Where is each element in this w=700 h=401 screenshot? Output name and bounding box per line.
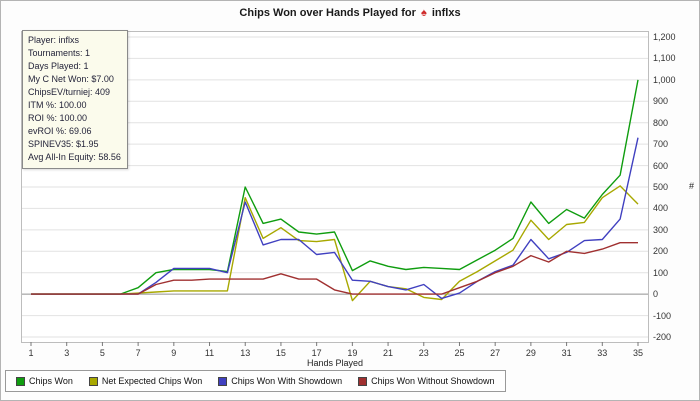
legend-swatch <box>218 376 228 386</box>
legend-item-net-expected-chips-won[interactable]: Net Expected Chips Won <box>88 376 203 386</box>
stats-line: My C Net Won: $7.00 <box>28 74 114 84</box>
stats-line: evROI %: 69.06 <box>28 126 92 136</box>
y-tick-label: 200 <box>653 246 669 257</box>
stats-line: Player: inflxs <box>28 35 80 45</box>
red-spade-icon: ♠ <box>420 7 427 19</box>
y-tick-label: 0 <box>653 289 659 300</box>
x-tick-label: 9 <box>171 348 177 358</box>
legend-swatch <box>16 376 25 386</box>
y-tick-label: 1,000 <box>653 74 676 85</box>
x-tick-label: 35 <box>632 348 644 358</box>
chart-title-player: inflxs <box>431 7 461 19</box>
y-tick-label: 400 <box>653 203 669 214</box>
legend: Chips Won Net Expected Chips Won Chips Won… <box>5 370 506 392</box>
legend-swatch <box>358 376 368 386</box>
x-tick-label: 33 <box>597 348 608 358</box>
x-tick-label: 5 <box>99 348 105 358</box>
stats-line: Avg All-In Equity: 58.56 <box>28 152 121 162</box>
legend-label: Chips Won With Showdown <box>231 376 343 386</box>
x-tick-label: 19 <box>347 348 358 358</box>
legend-label: Net Expected Chips Won <box>101 376 203 386</box>
chart-title: Chips Won over Hands Played for ♠ inflxs <box>1 7 699 19</box>
x-tick-label: 21 <box>383 348 394 358</box>
x-tick-label: 31 <box>561 348 572 358</box>
x-tick-label: 23 <box>418 348 429 358</box>
x-axis-title: Hands Played <box>306 358 364 368</box>
stats-line: Days Played: 1 <box>28 61 89 71</box>
x-tick-label: 15 <box>275 348 286 358</box>
y-axis-title: # <box>689 181 695 191</box>
x-tick-label: 3 <box>64 348 70 358</box>
y-tick-label: 1,200 <box>653 32 676 42</box>
stats-line: ROI %: 100.00 <box>28 113 88 123</box>
legend-item-chips-won-without-showdown[interactable]: Chips Won Without Showdown <box>358 376 495 386</box>
x-tick-label: 7 <box>135 348 141 358</box>
y-tick-label: 100 <box>653 267 669 278</box>
y-tick-label: 500 <box>653 182 669 192</box>
y-tick-label: 900 <box>653 96 669 107</box>
x-tick-label: 29 <box>525 348 536 358</box>
stats-line: SPINEV35: $1.95 <box>28 139 99 149</box>
stats-line: ITM %: 100.00 <box>28 100 87 110</box>
stats-line: ChipsEV/turniej: 409 <box>28 87 111 97</box>
y-tick-label: 800 <box>653 117 669 128</box>
y-tick-label: -100 <box>653 310 672 321</box>
x-tick-label: 1 <box>28 348 34 358</box>
legend-swatch <box>88 376 98 386</box>
stats-line: Tournaments: 1 <box>28 48 91 58</box>
y-tick-label: 700 <box>653 139 669 150</box>
y-tick-label: 600 <box>653 160 669 171</box>
legend-label: Chips Won <box>29 376 73 386</box>
x-tick-label: 27 <box>490 348 501 358</box>
legend-item-chips-won-with-showdown[interactable]: Chips Won With Showdown <box>218 376 342 386</box>
y-tick-label: 1,100 <box>653 53 676 64</box>
stats-tooltip: Player: inflxs Tournaments: 1 Days Played:… <box>22 30 128 169</box>
x-tick-label: 11 <box>204 348 215 358</box>
x-tick-label: 13 <box>240 348 251 358</box>
x-tick-label: 17 <box>311 348 322 358</box>
y-tick-label: -200 <box>653 332 672 342</box>
y-tick-label: 300 <box>653 224 669 235</box>
chart-title-text: Chips Won over Hands Played for <box>239 7 416 19</box>
legend-item-chips-won[interactable]: Chips Won <box>16 376 73 386</box>
series-line-chips-won <box>31 79 639 295</box>
x-tick-label: 25 <box>454 348 465 358</box>
legend-label: Chips Won Without Showdown <box>371 376 495 386</box>
series-line-chips-won-without-showdown <box>31 241 638 295</box>
